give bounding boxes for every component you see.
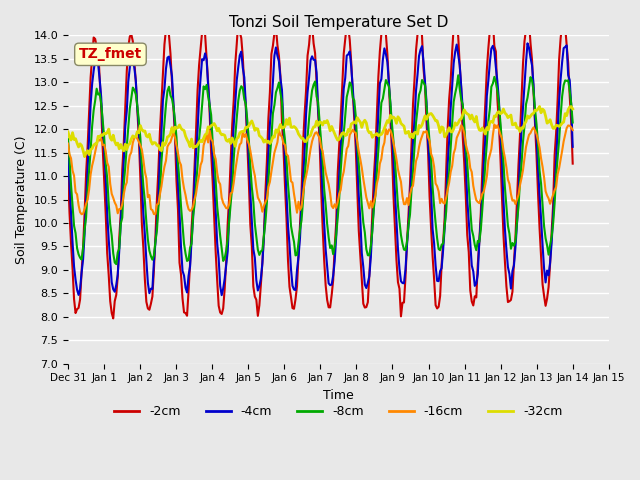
-8cm (64, 136, 72, 142)
-4cm (479, 192, 486, 198)
-2cm (569, 161, 577, 167)
-32cm (484, 127, 492, 133)
-2cm (216, 310, 224, 315)
Line: -8cm: -8cm (68, 75, 573, 264)
-32cm (349, 120, 356, 126)
-2cm (109, 315, 117, 321)
-16cm (479, 191, 486, 196)
-8cm (454, 72, 462, 78)
-4cm (218, 292, 225, 298)
-2cm (64, 171, 72, 177)
-8cm (569, 120, 577, 125)
-4cm (64, 152, 72, 158)
-16cm (177, 162, 185, 168)
-16cm (216, 181, 224, 187)
X-axis label: Time: Time (323, 389, 354, 402)
-8cm (216, 233, 224, 239)
-16cm (70, 173, 78, 179)
-8cm (349, 95, 356, 101)
-4cm (484, 78, 492, 84)
-2cm (177, 272, 185, 277)
-2cm (349, 89, 356, 95)
-8cm (113, 261, 120, 267)
-32cm (216, 130, 224, 136)
-32cm (536, 104, 543, 109)
Line: -16cm: -16cm (68, 124, 573, 214)
-8cm (70, 223, 78, 228)
-16cm (77, 211, 85, 217)
Line: -2cm: -2cm (68, 10, 573, 318)
-16cm (569, 127, 577, 133)
-4cm (524, 40, 531, 46)
-16cm (490, 121, 498, 127)
-4cm (215, 256, 223, 262)
Line: -4cm: -4cm (68, 43, 573, 295)
Y-axis label: Soil Temperature (C): Soil Temperature (C) (15, 135, 28, 264)
-2cm (480, 132, 488, 137)
Text: TZ_fmet: TZ_fmet (79, 48, 142, 61)
-4cm (349, 85, 356, 91)
-16cm (484, 157, 492, 163)
Title: Tonzi Soil Temperature Set D: Tonzi Soil Temperature Set D (228, 15, 448, 30)
-16cm (349, 127, 356, 132)
-4cm (70, 264, 78, 269)
-32cm (64, 129, 72, 135)
-16cm (64, 141, 72, 146)
-2cm (486, 27, 493, 33)
-8cm (177, 204, 185, 209)
-2cm (379, 7, 387, 12)
-32cm (70, 137, 78, 143)
-2cm (70, 296, 78, 302)
-4cm (175, 210, 183, 216)
-8cm (480, 184, 488, 190)
-8cm (486, 106, 493, 112)
-32cm (479, 125, 486, 131)
-32cm (569, 106, 577, 112)
-4cm (569, 144, 577, 150)
Legend: -2cm, -4cm, -8cm, -16cm, -32cm: -2cm, -4cm, -8cm, -16cm, -32cm (109, 400, 568, 423)
-32cm (81, 154, 88, 159)
Line: -32cm: -32cm (68, 107, 573, 156)
-32cm (177, 125, 185, 131)
